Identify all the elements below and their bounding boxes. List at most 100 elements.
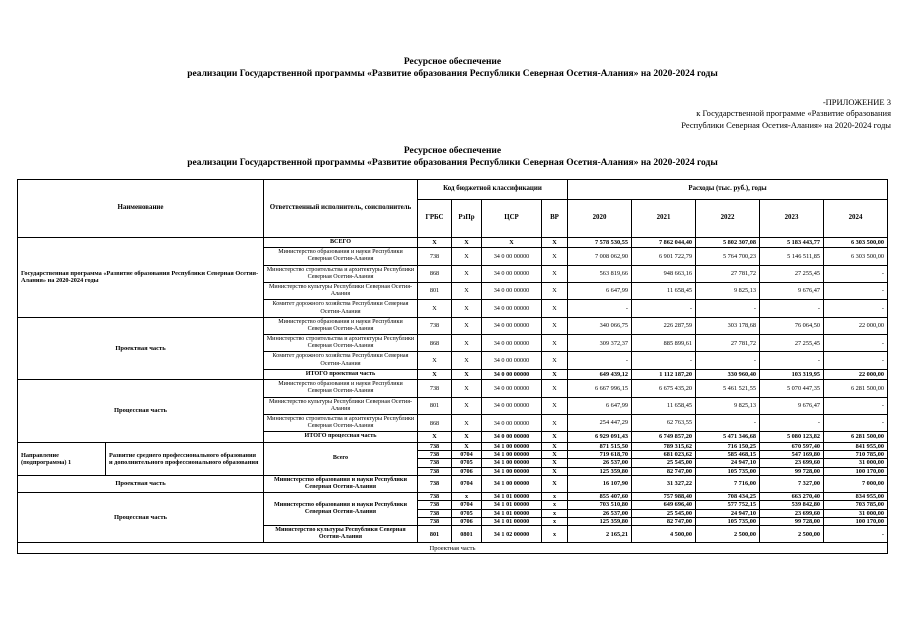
rzpr-cell: X	[450, 281, 482, 301]
grbs-cell: 868	[416, 264, 452, 283]
amount-cell: 5 461 521,55	[695, 379, 760, 398]
table-title-line2: реализации Государственной программы «Ра…	[187, 158, 718, 169]
csr-cell: 34 0 00 00000	[480, 316, 542, 336]
vr-cell: X	[540, 368, 569, 381]
amount-cell: -	[823, 525, 888, 544]
amount-cell: 757 988,40	[631, 492, 696, 502]
csr-cell: 34 1 00 00000	[480, 441, 542, 452]
amount-cell: 563 819,66	[567, 264, 632, 283]
header-year-2023: 2023	[759, 198, 824, 238]
amount-cell: 703 785,00	[823, 500, 888, 510]
grbs-cell: 738	[416, 247, 452, 266]
amount-cell: 99 728,00	[759, 516, 824, 527]
vr-cell: X	[540, 299, 569, 318]
rzpr-cell: X	[450, 351, 482, 370]
amount-cell: 681 023,62	[631, 450, 696, 460]
annex-line2: к Государственной программе «Развитие об…	[696, 108, 891, 119]
executor-cell: Министерство культуры Республики Северна…	[262, 396, 418, 416]
amount-cell: 26 537,00	[567, 458, 632, 468]
grbs-cell: 738	[416, 316, 452, 336]
header-row-1: Наименование Ответственный исполнитель, …	[16, 178, 888, 238]
amount-cell: 99 728,00	[759, 466, 824, 476]
document-title: Ресурсное обеспечение реализации Государ…	[0, 56, 905, 81]
executor-cell: ИТОГО проектная часть	[262, 368, 418, 381]
amount-cell: 7 862 044,40	[631, 236, 696, 249]
header-year-2022: 2022	[695, 198, 760, 238]
table-row: Министерство образования и науки Республ…	[17, 247, 888, 266]
vr-cell: x	[540, 525, 569, 544]
table-row: ИТОГО процессная часть X X 34 0 00 00000…	[17, 431, 888, 443]
amount-cell: 6 675 435,20	[631, 379, 696, 398]
section-cell-direction1-desc: Развитие среднего профессионального обра…	[104, 441, 264, 476]
table-row: Процессная часть Министерство образовани…	[16, 492, 888, 544]
amount-cell: -	[631, 351, 696, 370]
amount-cell: 7 000,00	[823, 474, 888, 494]
amount-cell: 5 764 700,23	[695, 247, 760, 266]
rzpr-cell: X	[450, 441, 482, 452]
csr-cell: 34 1 01 00000	[480, 516, 542, 527]
table-row: Процессная часть Министерство образовани…	[16, 379, 888, 443]
vr-cell: X	[540, 450, 569, 460]
amount-cell: 103 319,95	[759, 368, 824, 381]
header-rzpr: РзПр	[450, 198, 482, 238]
rzpr-cell: 0704	[450, 500, 482, 510]
csr-cell: 34 1 02 00000	[480, 525, 542, 544]
csr-cell: 34 1 00 00000	[480, 474, 542, 494]
csr-cell: 34 0 00 00000	[480, 247, 542, 266]
amount-cell: 7 716,00	[695, 474, 760, 494]
amount-cell: 710 785,00	[823, 450, 888, 460]
executor-cell: Министерство образования и науки Республ…	[262, 492, 418, 527]
executor-cell: Министерство строительства и архитектуры…	[262, 413, 418, 433]
header-year-2024: 2024	[823, 198, 888, 238]
header-year-2020: 2020	[567, 198, 632, 238]
rzpr-cell: 0704	[450, 474, 482, 494]
table-row: 738 0706 34 1 00 00000 X 125 359,80 82 7…	[17, 466, 888, 476]
header-grbs: ГРБС	[416, 198, 452, 238]
amount-cell: 716 150,25	[695, 441, 760, 452]
amount-cell: 7 008 062,90	[567, 247, 632, 266]
table-row: Государственная программа «Развитие обра…	[16, 236, 888, 318]
amount-cell: 31 000,00	[823, 508, 888, 518]
grbs-cell: X	[416, 236, 452, 249]
csr-cell: 34 0 00 00000	[480, 334, 542, 353]
vr-cell: X	[540, 351, 569, 370]
amount-cell: 649 696,40	[631, 500, 696, 510]
header-csr: ЦСР	[480, 198, 542, 238]
amount-cell: -	[823, 413, 888, 433]
amount-cell: 76 064,50	[759, 316, 824, 336]
footer-section-cell: Проектная часть	[16, 542, 889, 555]
rzpr-cell: X	[450, 368, 482, 381]
header-year-2021: 2021	[631, 198, 696, 238]
amount-cell: 5 080 123,82	[759, 431, 824, 443]
section-cell-program: Государственная программа «Развитие обра…	[16, 236, 264, 318]
amount-cell: 7 327,00	[759, 474, 824, 494]
annex-line3: Республики Северная Осетия-Алания» на 20…	[681, 119, 891, 130]
amount-cell: 703 510,80	[567, 500, 632, 510]
table-row: ИТОГО проектная часть X X 34 0 00 00000 …	[17, 368, 888, 381]
amount-cell: 27 781,72	[695, 264, 760, 283]
amount-cell: 6 281 500,00	[823, 379, 888, 398]
csr-cell: 34 1 00 00000	[480, 458, 542, 468]
csr-cell: 34 1 00 00000	[480, 466, 542, 476]
csr-cell: 34 1 01 00000	[480, 500, 542, 510]
header-name: Наименование	[16, 178, 264, 238]
grbs-cell: X	[416, 299, 452, 318]
grbs-cell: 868	[416, 334, 452, 353]
table-title-line1: Ресурсное обеспечение	[403, 146, 502, 157]
amount-cell: 330 960,40	[695, 368, 760, 381]
rzpr-cell: X	[450, 236, 482, 249]
amount-cell: 22 000,00	[823, 368, 888, 381]
amount-cell: 948 663,16	[631, 264, 696, 283]
csr-cell: 34 0 00 00000	[480, 264, 542, 283]
vr-cell: X	[540, 334, 569, 353]
csr-cell: 34 0 00 00000	[480, 351, 542, 370]
annex-line1: -ПРИЛОЖЕНИЕ 3	[822, 96, 891, 107]
amount-cell: -	[823, 264, 888, 283]
table-row: Проектная часть Министерство образования…	[16, 316, 888, 381]
vr-cell: x	[540, 492, 569, 502]
amount-cell: 6 901 722,79	[631, 247, 696, 266]
amount-cell: 82 747,00	[631, 466, 696, 476]
vr-cell: X	[540, 441, 569, 452]
executor-cell: Всего	[262, 441, 418, 476]
amount-cell: 100 170,00	[823, 466, 888, 476]
